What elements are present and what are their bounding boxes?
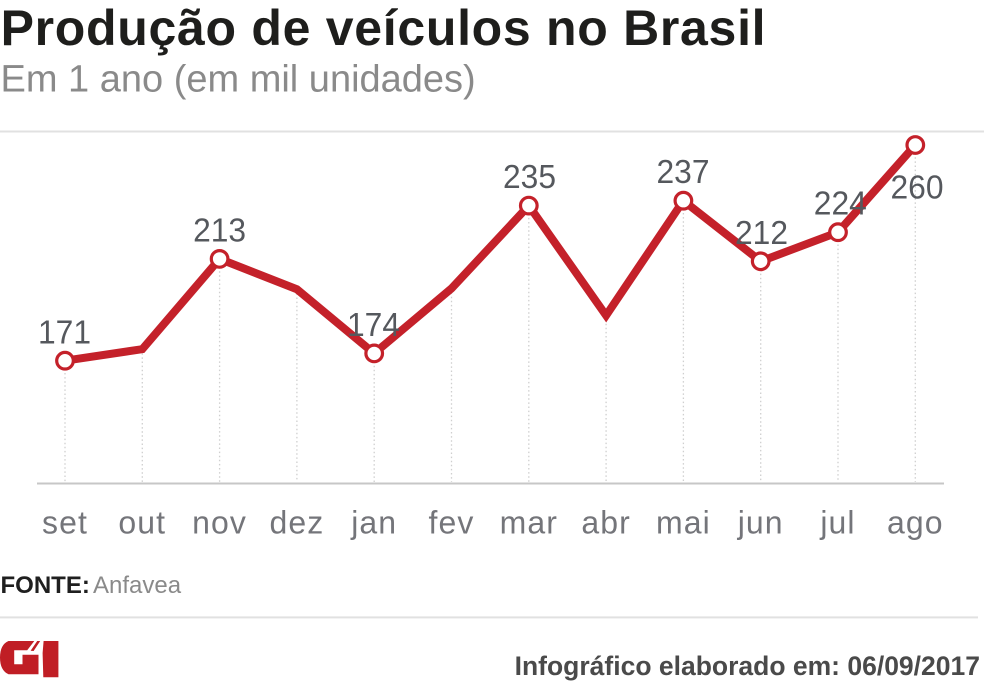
svg-text:Anfavea: Anfavea (93, 572, 182, 599)
svg-text:jan: jan (350, 505, 397, 541)
svg-text:ago: ago (887, 505, 944, 541)
svg-text:213: 213 (193, 212, 246, 249)
svg-text:jun: jun (737, 505, 784, 541)
svg-text:fev: fev (429, 505, 475, 541)
svg-text:212: 212 (735, 215, 788, 252)
svg-text:nov: nov (192, 505, 247, 541)
svg-text:260: 260 (891, 170, 944, 207)
svg-text:dez: dez (269, 505, 324, 541)
svg-text:237: 237 (657, 154, 710, 191)
svg-text:FONTE:: FONTE: (1, 572, 90, 599)
svg-text:jul: jul (819, 505, 855, 541)
svg-text:mar: mar (500, 505, 558, 541)
svg-text:out: out (118, 505, 166, 541)
svg-text:235: 235 (503, 159, 556, 196)
svg-text:224: 224 (814, 186, 867, 223)
svg-text:171: 171 (38, 314, 91, 351)
svg-text:mai: mai (656, 505, 711, 541)
svg-text:Produção de veículos no Brasil: Produção de veículos no Brasil (1, 0, 767, 56)
svg-text:set: set (42, 505, 88, 541)
svg-text:Em 1 ano (em mil unidades): Em 1 ano (em mil unidades) (1, 59, 476, 101)
svg-text:Infográfico elaborado em: 06/0: Infográfico elaborado em: 06/09/2017 (515, 651, 980, 681)
svg-text:174: 174 (347, 307, 400, 344)
svg-text:abr: abr (581, 505, 631, 541)
